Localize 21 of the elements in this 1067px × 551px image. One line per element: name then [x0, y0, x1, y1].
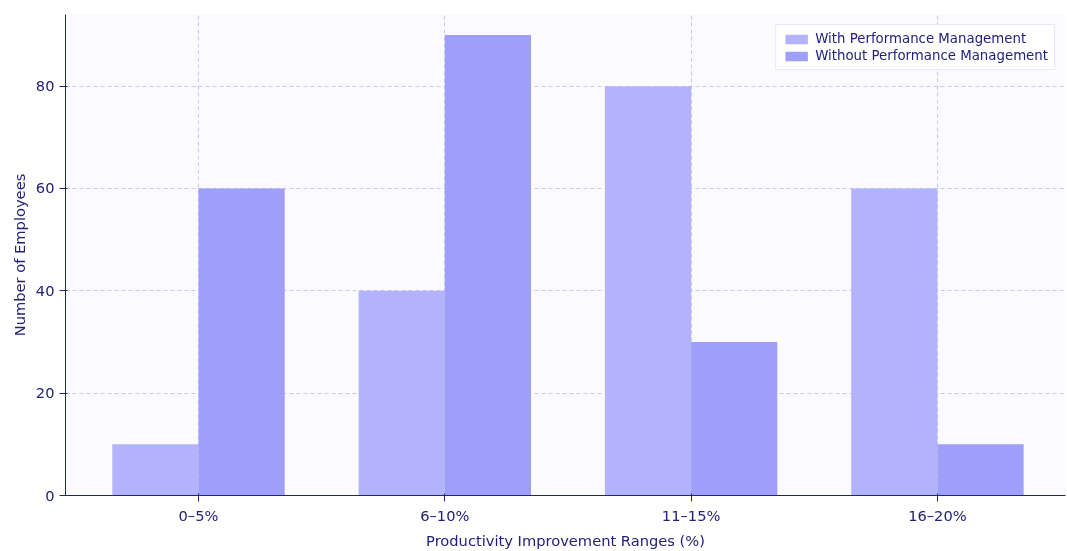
x-tick-label: 16–20% — [908, 506, 967, 524]
x-axis-title: Productivity Improvement Ranges (%) — [426, 531, 705, 549]
legend-label: Without Performance Management — [815, 48, 1048, 63]
bar — [851, 188, 938, 496]
bar — [112, 444, 199, 496]
y-tick-label: 0 — [45, 486, 55, 504]
bar — [604, 86, 692, 496]
bar — [937, 444, 1024, 496]
y-tick-label: 20 — [35, 384, 55, 402]
bar — [691, 341, 778, 496]
x-tick-label: 11–15% — [661, 506, 721, 524]
x-tick-label: 0–5% — [178, 506, 219, 524]
bar — [358, 290, 445, 496]
x-tick-label: 6–10% — [420, 506, 470, 524]
y-tick-label: 80 — [35, 77, 55, 95]
bar — [444, 34, 532, 496]
y-axis-title: Number of Employees — [10, 173, 28, 337]
bar — [198, 188, 285, 496]
y-tick-label: 60 — [35, 179, 55, 197]
y-tick-label: 40 — [35, 281, 55, 299]
legend-label: With Performance Management — [815, 31, 1027, 46]
